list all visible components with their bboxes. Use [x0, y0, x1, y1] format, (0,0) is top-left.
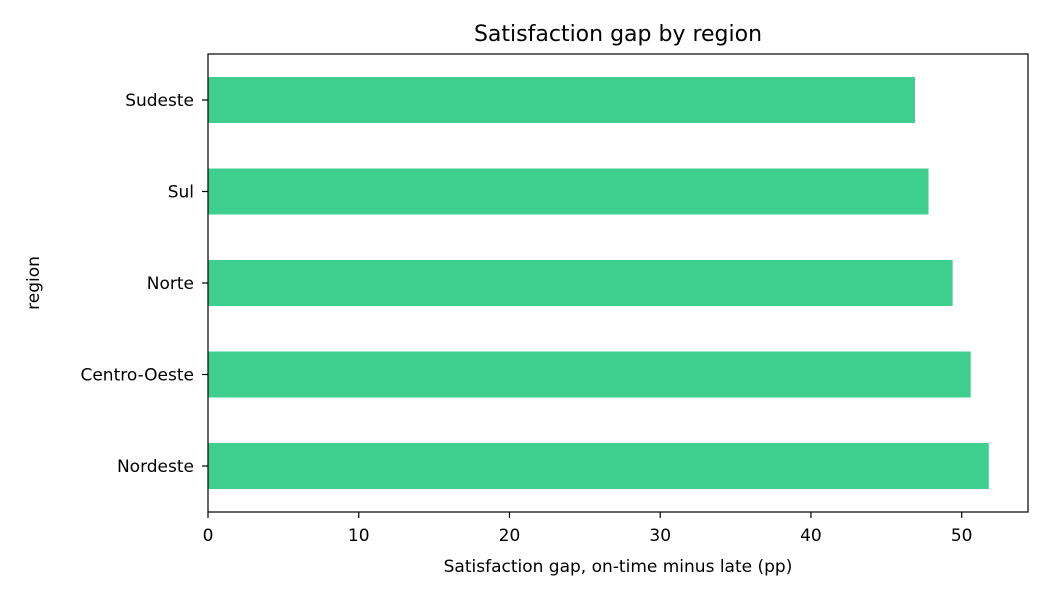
bar-sul [208, 168, 929, 215]
x-tick-label: 0 [203, 526, 214, 546]
y-tick-label: Norte [147, 274, 194, 294]
x-tick-label: 30 [649, 526, 671, 546]
x-ticks-group: 0 10 20 30 40 50 [203, 512, 973, 546]
bar-nordeste [208, 443, 989, 489]
y-ticks-group: Nordeste Centro-Oeste Norte Sul Sudeste [80, 91, 208, 477]
y-tick-label: Sudeste [125, 91, 194, 111]
x-tick-label: 10 [348, 526, 370, 546]
bars-group [208, 77, 989, 489]
bar-centro-oeste [208, 351, 971, 398]
plot-frame [207, 53, 1029, 513]
chart-title: Satisfaction gap by region [474, 22, 762, 47]
y-tick-label: Nordeste [117, 457, 194, 477]
y-tick-label: Sul [168, 183, 194, 203]
bar-norte [208, 260, 953, 306]
x-tick-label: 50 [951, 526, 973, 546]
y-axis-label: region [24, 256, 44, 310]
y-tick-label: Centro-Oeste [80, 366, 194, 386]
x-tick-label: 40 [800, 526, 822, 546]
x-tick-label: 20 [499, 526, 521, 546]
x-axis-label: Satisfaction gap, on-time minus late (pp… [444, 557, 793, 577]
bar-sudeste [208, 77, 915, 123]
